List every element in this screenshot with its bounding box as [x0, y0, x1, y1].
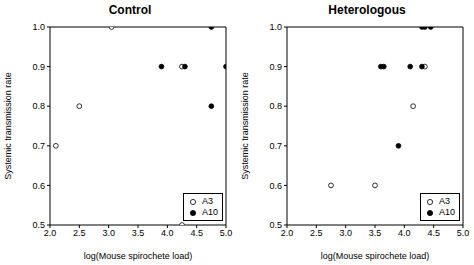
svg-text:2.5: 2.5	[310, 228, 323, 238]
svg-text:log(Mouse spirochete load): log(Mouse spirochete load)	[84, 251, 193, 261]
svg-text:Systemic transmission rate: Systemic transmission rate	[240, 72, 250, 180]
svg-text:0.7: 0.7	[32, 141, 45, 151]
svg-text:0.9: 0.9	[32, 62, 45, 72]
svg-text:0.9: 0.9	[269, 62, 282, 72]
html-text:A3: A3	[439, 196, 450, 206]
svg-text:0.8: 0.8	[32, 101, 45, 111]
svg-text:2.0: 2.0	[44, 228, 57, 238]
svg-text:5.0: 5.0	[457, 228, 466, 238]
html-text:Heterologous: Heterologous	[328, 3, 406, 17]
html-text:A10: A10	[202, 207, 218, 217]
html-text:A3: A3	[202, 196, 213, 206]
svg-text:3.5: 3.5	[369, 228, 382, 238]
svg-text:0.6: 0.6	[32, 181, 45, 191]
svg-text:0.5: 0.5	[32, 220, 45, 230]
svg-text:4.0: 4.0	[398, 228, 411, 238]
svg-text:1.0: 1.0	[32, 22, 45, 32]
svg-text:0.5: 0.5	[269, 220, 282, 230]
svg-text:3.0: 3.0	[339, 228, 352, 238]
svg-text:4.5: 4.5	[190, 228, 203, 238]
svg-text:2.0: 2.0	[281, 228, 294, 238]
svg-text:1.0: 1.0	[269, 22, 282, 32]
svg-text:Systemic transmission rate: Systemic transmission rate	[8, 72, 13, 180]
svg-text:4.5: 4.5	[427, 228, 440, 238]
svg-text:2.5: 2.5	[73, 228, 86, 238]
svg-text:0.7: 0.7	[269, 141, 282, 151]
svg-text:log(Mouse spirochete load): log(Mouse spirochete load)	[321, 251, 430, 261]
svg-text:3.0: 3.0	[102, 228, 115, 238]
svg-text:3.5: 3.5	[132, 228, 145, 238]
svg-text:0.8: 0.8	[269, 101, 282, 111]
svg-text:0.6: 0.6	[269, 181, 282, 191]
html-text:Control: Control	[108, 3, 152, 17]
svg-text:4.0: 4.0	[161, 228, 174, 238]
html-text:A10: A10	[439, 207, 455, 217]
svg-text:5.0: 5.0	[220, 228, 233, 238]
